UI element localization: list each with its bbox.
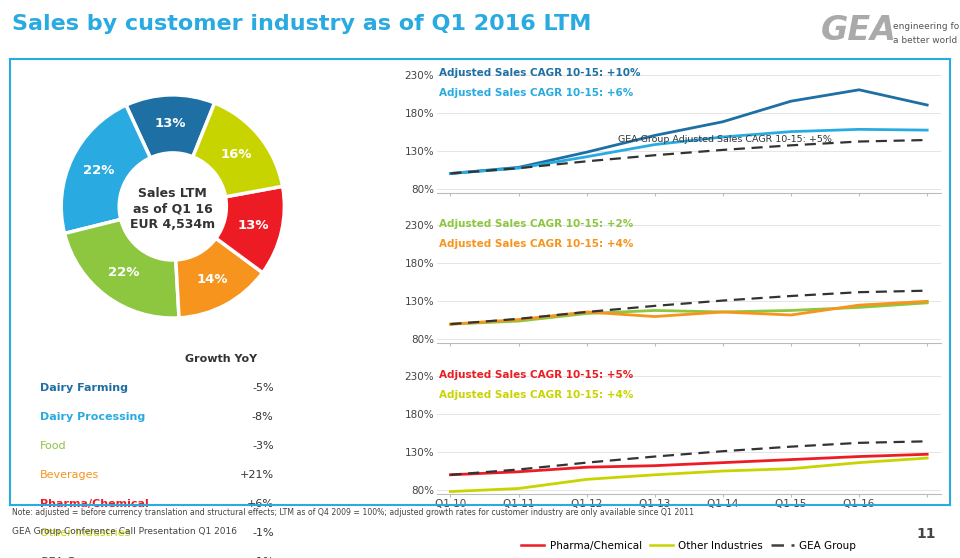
Text: +21%: +21%: [239, 470, 274, 480]
Legend: Pharma/Chemical, Other Industries, GEA Group: Pharma/Chemical, Other Industries, GEA G…: [517, 537, 860, 555]
Text: Note: adjusted = before currency translation and structural effects; LTM as of Q: Note: adjusted = before currency transla…: [12, 508, 695, 517]
Text: Adjusted Sales CAGR 10-15: +5%: Adjusted Sales CAGR 10-15: +5%: [440, 369, 634, 379]
Text: Dairy Processing: Dairy Processing: [40, 412, 146, 422]
Text: +6%: +6%: [247, 499, 274, 509]
Wedge shape: [61, 105, 151, 233]
Text: -5%: -5%: [252, 383, 274, 393]
Text: Food: Food: [40, 441, 67, 451]
Text: 22%: 22%: [83, 164, 114, 177]
Text: -8%: -8%: [252, 412, 274, 422]
Text: Dairy Farming: Dairy Farming: [40, 383, 129, 393]
Text: GEA Group Conference Call Presentation Q1 2016: GEA Group Conference Call Presentation Q…: [12, 527, 237, 536]
Text: 16%: 16%: [221, 148, 252, 161]
Text: Growth YoY: Growth YoY: [184, 354, 257, 364]
Text: Pharma/Chemical: Pharma/Chemical: [40, 499, 149, 509]
Text: Adjusted Sales CAGR 10-15: +10%: Adjusted Sales CAGR 10-15: +10%: [440, 68, 641, 78]
Text: Adjusted Sales CAGR 10-15: +4%: Adjusted Sales CAGR 10-15: +4%: [440, 239, 634, 249]
Wedge shape: [64, 219, 179, 318]
Text: Sales by customer industry as of Q1 2016 LTM: Sales by customer industry as of Q1 2016…: [12, 14, 592, 34]
Legend: Food, Beverages, GEA Group: Food, Beverages, GEA Group: [565, 376, 812, 395]
Text: as of Q1 16: as of Q1 16: [132, 202, 213, 215]
Text: GEA Group Adjusted Sales CAGR 10-15: +5%: GEA Group Adjusted Sales CAGR 10-15: +5%: [618, 135, 832, 144]
Text: Beverages: Beverages: [40, 470, 100, 480]
Text: Other Industries: Other Industries: [40, 528, 131, 538]
Text: -1%: -1%: [252, 528, 274, 538]
Text: 13%: 13%: [155, 117, 186, 131]
Text: 14%: 14%: [197, 273, 228, 286]
Text: Adjusted Sales CAGR 10-15: +4%: Adjusted Sales CAGR 10-15: +4%: [440, 389, 634, 400]
Text: engineering for
a better world: engineering for a better world: [893, 22, 960, 45]
Wedge shape: [176, 238, 263, 318]
Text: -3%: -3%: [252, 441, 274, 451]
Text: GEA Group: GEA Group: [40, 557, 101, 558]
Text: 13%: 13%: [237, 219, 269, 232]
Text: 22%: 22%: [108, 266, 139, 280]
Wedge shape: [126, 95, 215, 158]
Text: -1%: -1%: [252, 557, 274, 558]
Wedge shape: [193, 103, 282, 197]
Text: Sales LTM: Sales LTM: [138, 186, 207, 200]
Text: 11: 11: [917, 527, 936, 541]
Text: EUR 4,534m: EUR 4,534m: [131, 218, 215, 231]
Text: GEA: GEA: [821, 14, 897, 47]
Legend: Dairy Farming, Dairy Processing, GEA Group: Dairy Farming, Dairy Processing, GEA Gro…: [526, 225, 852, 244]
Text: Adjusted Sales CAGR 10-15: +2%: Adjusted Sales CAGR 10-15: +2%: [440, 219, 634, 229]
Text: Adjusted Sales CAGR 10-15: +6%: Adjusted Sales CAGR 10-15: +6%: [440, 88, 634, 98]
Wedge shape: [216, 186, 284, 273]
